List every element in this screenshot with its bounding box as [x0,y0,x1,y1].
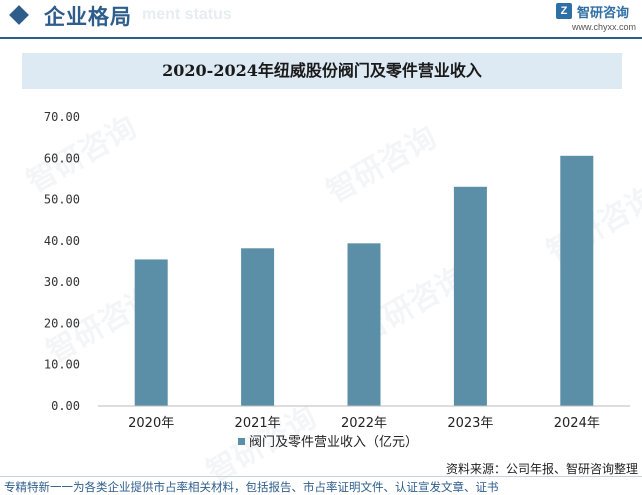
y-tick-label: 50.00 [44,193,80,207]
bar [134,259,168,406]
y-tick-label: 70.00 [44,110,80,124]
page-header: 企业格局 ment status Z 智研咨询 www.chyxx.com [0,0,642,40]
x-tick-label: 2024年 [554,416,600,431]
bar-chart: 0.00 10.00 20.00 30.00 40.00 50.00 60.00 70.00 2… [44,110,630,450]
x-tick-label: 2023年 [447,416,493,431]
header-divider [0,37,642,39]
x-tick-label: 2020年 [128,416,174,431]
brand-url: www.chyxx.com [571,22,636,32]
footer-divider [0,476,642,477]
y-tick-label: 20.00 [44,316,80,330]
bar [241,248,275,406]
chart-title-band: 2020-2024年纽威股份阀门及零件营业收入 [22,53,622,89]
legend-swatch [238,438,245,445]
brand-name: 智研咨询 [577,6,630,21]
bar [347,243,381,406]
bar [560,155,594,406]
legend-label: 阀门及零件营业收入（亿元） [249,435,418,450]
y-tick-label: 30.00 [44,275,80,289]
x-tick-label: 2022年 [341,416,387,431]
section-title: 企业格局 [44,5,132,29]
chart-title: 2020-2024年纽威股份阀门及零件营业收入 [162,61,482,80]
y-tick-label: 0.00 [51,399,80,413]
bar [453,186,487,406]
y-tick-label: 60.00 [44,151,80,165]
y-tick-label: 40.00 [44,234,80,248]
y-tick-label: 10.00 [44,358,80,372]
source-note: 资料来源：公司年报、智研咨询整理 [445,462,638,476]
footer-note: 专精特新一一为各类企业提供市占率相关材料，包括报告、市占率证明文件、认证宣发文章… [4,480,499,494]
brand-logo-icon: Z [556,3,572,19]
section-subtitle-ghost: ment status [142,6,232,23]
x-tick-label: 2021年 [235,416,281,431]
